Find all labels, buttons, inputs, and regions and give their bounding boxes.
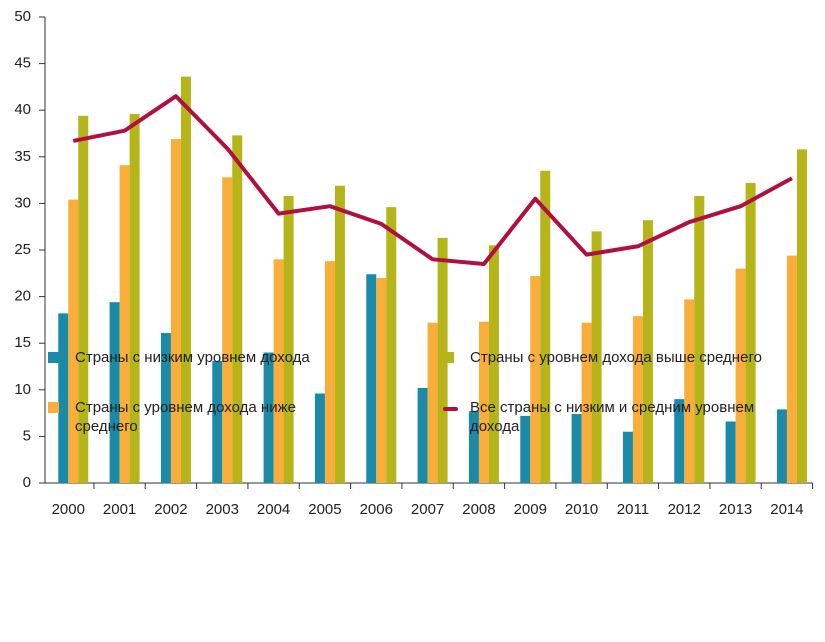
y-tick-label: 30 — [14, 194, 31, 211]
bar — [571, 414, 582, 483]
bar — [478, 321, 489, 483]
bar — [68, 199, 79, 483]
legend-swatch — [443, 352, 454, 363]
bar — [283, 195, 294, 483]
bar — [212, 360, 223, 483]
y-tick-label: 15 — [14, 334, 31, 351]
bar — [581, 322, 592, 483]
bar — [417, 387, 428, 483]
x-tick-label: 2010 — [565, 501, 598, 518]
bar — [314, 393, 325, 483]
legend-label: Страны с уровнем дохода выше среднего — [470, 349, 762, 366]
bar — [366, 274, 377, 483]
x-tick-label: 2007 — [411, 501, 444, 518]
y-tick-label: 0 — [23, 474, 31, 491]
bar — [735, 268, 746, 483]
x-tick-label: 2008 — [462, 501, 495, 518]
line-series — [72, 94, 793, 266]
y-tick-label: 35 — [14, 148, 31, 165]
bar — [58, 313, 69, 483]
bar — [540, 170, 551, 483]
bar — [386, 207, 397, 484]
x-tick-label: 2003 — [206, 501, 239, 518]
x-tick-label: 2014 — [770, 501, 803, 518]
bar — [129, 113, 140, 483]
bar — [520, 415, 531, 483]
bar — [725, 421, 736, 483]
bar — [786, 255, 797, 483]
bar — [78, 115, 89, 484]
bar — [427, 322, 438, 483]
bar — [273, 259, 284, 483]
bar — [160, 332, 171, 483]
x-tick-label: 2000 — [52, 501, 85, 518]
bar — [119, 165, 130, 484]
bar — [745, 182, 756, 483]
x-tick-label: 2006 — [360, 501, 393, 518]
x-tick-label: 2002 — [154, 501, 187, 518]
bar — [632, 316, 643, 483]
bar — [232, 135, 243, 483]
y-tick-label: 10 — [14, 381, 31, 398]
legend-label: Все страны с низким и средним уровнем до… — [470, 399, 755, 435]
bar — [468, 411, 479, 483]
x-tick-label: 2005 — [308, 501, 341, 518]
legend-swatch — [443, 407, 458, 411]
bar — [796, 149, 807, 483]
legend-label: Страны с низким уровнем дохода — [75, 349, 310, 366]
y-tick-label: 5 — [23, 427, 31, 444]
bar — [622, 431, 633, 483]
bar — [488, 245, 499, 483]
y-tick-label: 25 — [14, 241, 31, 258]
bar — [642, 220, 653, 483]
legend-label: Страны с уровнем дохода ниже среднего — [75, 399, 296, 435]
bar — [170, 139, 181, 484]
legend-swatch — [48, 402, 59, 413]
bar — [222, 177, 233, 483]
legend-swatch — [48, 352, 59, 363]
bar — [324, 261, 335, 483]
bar — [263, 352, 274, 483]
x-tick-label: 2004 — [257, 501, 290, 518]
x-tick-label: 2001 — [103, 501, 136, 518]
y-tick-label: 40 — [14, 101, 31, 118]
bar — [684, 299, 695, 483]
bar — [674, 399, 685, 483]
y-tick-label: 50 — [14, 8, 31, 25]
bar — [376, 277, 387, 483]
bar — [109, 302, 120, 483]
bar — [591, 231, 602, 483]
bar — [776, 409, 787, 483]
bar — [530, 276, 541, 483]
bar — [437, 237, 448, 483]
y-tick-label: 20 — [14, 288, 31, 305]
bar — [334, 185, 345, 483]
bar — [694, 195, 705, 483]
x-tick-label: 2013 — [719, 501, 752, 518]
y-tick-label: 45 — [14, 55, 31, 72]
x-tick-label: 2011 — [617, 501, 649, 518]
x-tick-label: 2012 — [668, 501, 701, 518]
bar — [180, 76, 191, 483]
x-tick-label: 2009 — [514, 501, 547, 518]
